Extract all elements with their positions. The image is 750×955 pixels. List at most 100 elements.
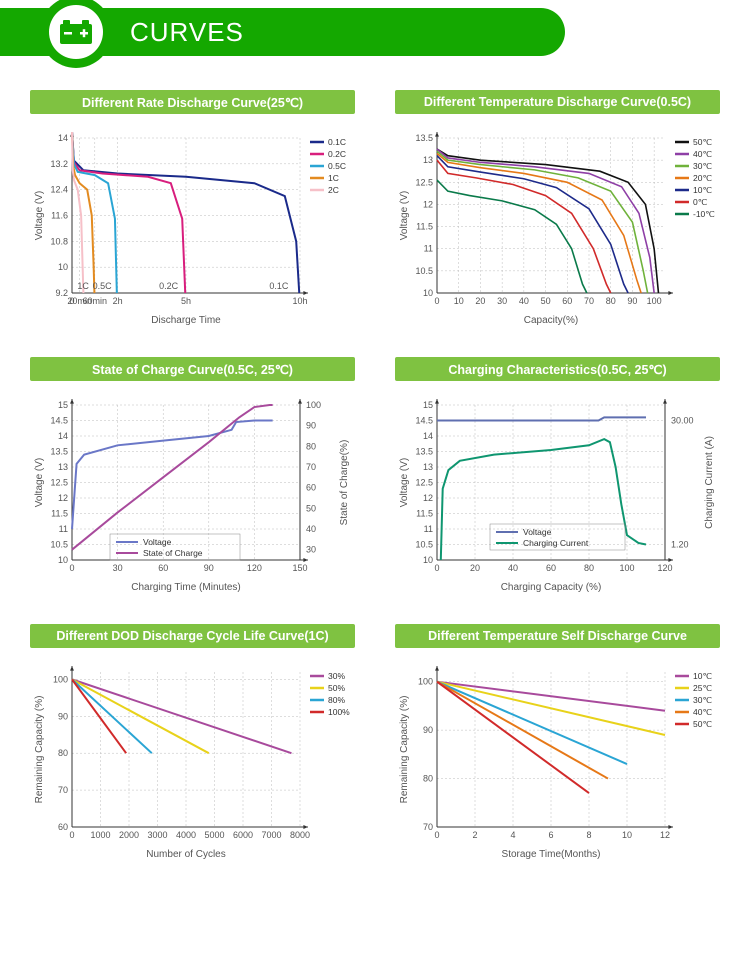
svg-text:80: 80 bbox=[58, 748, 68, 758]
svg-text:60: 60 bbox=[562, 296, 572, 306]
svg-text:0℃: 0℃ bbox=[693, 197, 708, 207]
svg-text:80: 80 bbox=[606, 296, 616, 306]
chart-5: Different DOD Discharge Cycle Life Curve… bbox=[30, 624, 355, 861]
chart-4-title: Charging Characteristics(0.5C, 25℃) bbox=[395, 357, 720, 381]
header-icon-wrap bbox=[40, 0, 112, 68]
svg-text:40: 40 bbox=[519, 296, 529, 306]
svg-text:Charging Current (A): Charging Current (A) bbox=[704, 436, 715, 529]
svg-text:10.8: 10.8 bbox=[50, 236, 68, 246]
svg-text:Charging Capacity (%): Charging Capacity (%) bbox=[501, 582, 602, 593]
svg-text:13.5: 13.5 bbox=[415, 133, 433, 143]
svg-text:14.5: 14.5 bbox=[415, 416, 433, 426]
svg-text:100: 100 bbox=[306, 400, 321, 410]
svg-text:20℃: 20℃ bbox=[693, 173, 712, 183]
svg-text:10℃: 10℃ bbox=[693, 185, 712, 195]
svg-text:8000: 8000 bbox=[290, 830, 310, 840]
svg-text:100%: 100% bbox=[328, 707, 350, 717]
svg-text:13.5: 13.5 bbox=[50, 447, 68, 457]
svg-text:60: 60 bbox=[546, 563, 556, 573]
svg-text:30%: 30% bbox=[328, 671, 345, 681]
svg-text:70: 70 bbox=[423, 822, 433, 832]
svg-text:Discharge Time: Discharge Time bbox=[151, 315, 221, 326]
chart-grid: Different Rate Discharge Curve(25℃) 9.2 1… bbox=[0, 62, 750, 881]
svg-text:80: 80 bbox=[423, 774, 433, 784]
svg-text:25℃: 25℃ bbox=[693, 683, 712, 693]
svg-text:5000: 5000 bbox=[204, 830, 224, 840]
chart-6-plot: 708090100024681012 Storage Time(Months)R… bbox=[395, 666, 720, 861]
svg-text:Voltage (V): Voltage (V) bbox=[34, 191, 45, 240]
svg-text:90: 90 bbox=[306, 421, 316, 431]
chart-4-plot: 1010.51111.51212.51313.51414.51502040608… bbox=[395, 399, 720, 594]
battery-icon bbox=[49, 5, 103, 59]
svg-text:60: 60 bbox=[306, 483, 316, 493]
svg-text:0.2C: 0.2C bbox=[328, 149, 346, 159]
svg-text:70: 70 bbox=[584, 296, 594, 306]
chart-3-plot: 1010.51111.51212.51313.51414.51503060901… bbox=[30, 399, 355, 594]
page-title: CURVES bbox=[130, 17, 244, 48]
svg-text:State of Charge(%): State of Charge(%) bbox=[339, 440, 350, 526]
chart-1-title: Different Rate Discharge Curve(25℃) bbox=[30, 90, 355, 114]
svg-text:5h: 5h bbox=[181, 296, 191, 306]
svg-text:13.2: 13.2 bbox=[50, 159, 68, 169]
svg-text:10: 10 bbox=[622, 830, 632, 840]
svg-text:0: 0 bbox=[69, 830, 74, 840]
svg-text:4000: 4000 bbox=[176, 830, 196, 840]
svg-text:80: 80 bbox=[306, 441, 316, 451]
svg-text:14: 14 bbox=[423, 431, 433, 441]
svg-text:Voltage: Voltage bbox=[523, 527, 552, 537]
svg-text:20: 20 bbox=[470, 563, 480, 573]
svg-text:Voltage (V): Voltage (V) bbox=[399, 458, 410, 507]
svg-text:13.5: 13.5 bbox=[415, 447, 433, 457]
svg-text:0: 0 bbox=[434, 296, 439, 306]
svg-text:11.5: 11.5 bbox=[51, 509, 68, 519]
svg-text:40: 40 bbox=[306, 524, 316, 534]
chart-3-title: State of Charge Curve(0.5C, 25℃) bbox=[30, 357, 355, 381]
svg-text:10: 10 bbox=[58, 262, 68, 272]
svg-text:100: 100 bbox=[619, 563, 634, 573]
svg-text:1C: 1C bbox=[328, 173, 339, 183]
svg-text:60: 60 bbox=[158, 563, 168, 573]
svg-text:12.4: 12.4 bbox=[50, 185, 68, 195]
svg-text:4: 4 bbox=[510, 830, 515, 840]
svg-text:70: 70 bbox=[306, 462, 316, 472]
page-header: CURVES bbox=[0, 0, 750, 62]
svg-text:13: 13 bbox=[58, 462, 68, 472]
svg-text:Capacity(%): Capacity(%) bbox=[524, 315, 578, 326]
svg-text:0: 0 bbox=[69, 563, 74, 573]
svg-text:14.5: 14.5 bbox=[50, 416, 68, 426]
svg-text:80: 80 bbox=[584, 563, 594, 573]
svg-text:Charging Time (Minutes): Charging Time (Minutes) bbox=[131, 582, 240, 593]
svg-text:80%: 80% bbox=[328, 695, 345, 705]
svg-text:13: 13 bbox=[423, 462, 433, 472]
svg-text:90: 90 bbox=[58, 711, 68, 721]
chart-1-plot: 9.21010.811.612.413.214020min60min2h5h10… bbox=[30, 132, 355, 327]
svg-text:90: 90 bbox=[627, 296, 637, 306]
svg-text:12.5: 12.5 bbox=[415, 177, 433, 187]
svg-text:30: 30 bbox=[113, 563, 123, 573]
svg-text:12.5: 12.5 bbox=[50, 478, 68, 488]
svg-text:Voltage (V): Voltage (V) bbox=[399, 191, 410, 240]
svg-text:11.6: 11.6 bbox=[51, 211, 68, 221]
svg-text:0.5C: 0.5C bbox=[93, 281, 113, 291]
chart-6-title: Different Temperature Self Discharge Cur… bbox=[395, 624, 720, 648]
svg-text:9.2: 9.2 bbox=[55, 288, 68, 298]
svg-text:0.1C: 0.1C bbox=[328, 137, 346, 147]
svg-text:7000: 7000 bbox=[261, 830, 281, 840]
svg-text:10.5: 10.5 bbox=[415, 266, 433, 276]
svg-text:50: 50 bbox=[541, 296, 551, 306]
svg-text:1C: 1C bbox=[77, 281, 89, 291]
chart-5-title: Different DOD Discharge Cycle Life Curve… bbox=[30, 624, 355, 648]
svg-text:100: 100 bbox=[53, 674, 68, 684]
svg-text:30℃: 30℃ bbox=[693, 161, 712, 171]
svg-text:50℃: 50℃ bbox=[693, 137, 712, 147]
svg-text:0.5C: 0.5C bbox=[328, 161, 346, 171]
chart-6: Different Temperature Self Discharge Cur… bbox=[395, 624, 720, 861]
svg-text:90: 90 bbox=[204, 563, 214, 573]
svg-text:2h: 2h bbox=[113, 296, 123, 306]
svg-text:State of Charge: State of Charge bbox=[143, 548, 203, 558]
svg-text:Remaining Capacity (%): Remaining Capacity (%) bbox=[34, 696, 45, 804]
svg-text:11.5: 11.5 bbox=[416, 222, 433, 232]
chart-2-plot: 1010.51111.51212.51313.50102030405060708… bbox=[395, 132, 720, 327]
svg-text:6000: 6000 bbox=[233, 830, 253, 840]
svg-text:11: 11 bbox=[59, 524, 68, 534]
